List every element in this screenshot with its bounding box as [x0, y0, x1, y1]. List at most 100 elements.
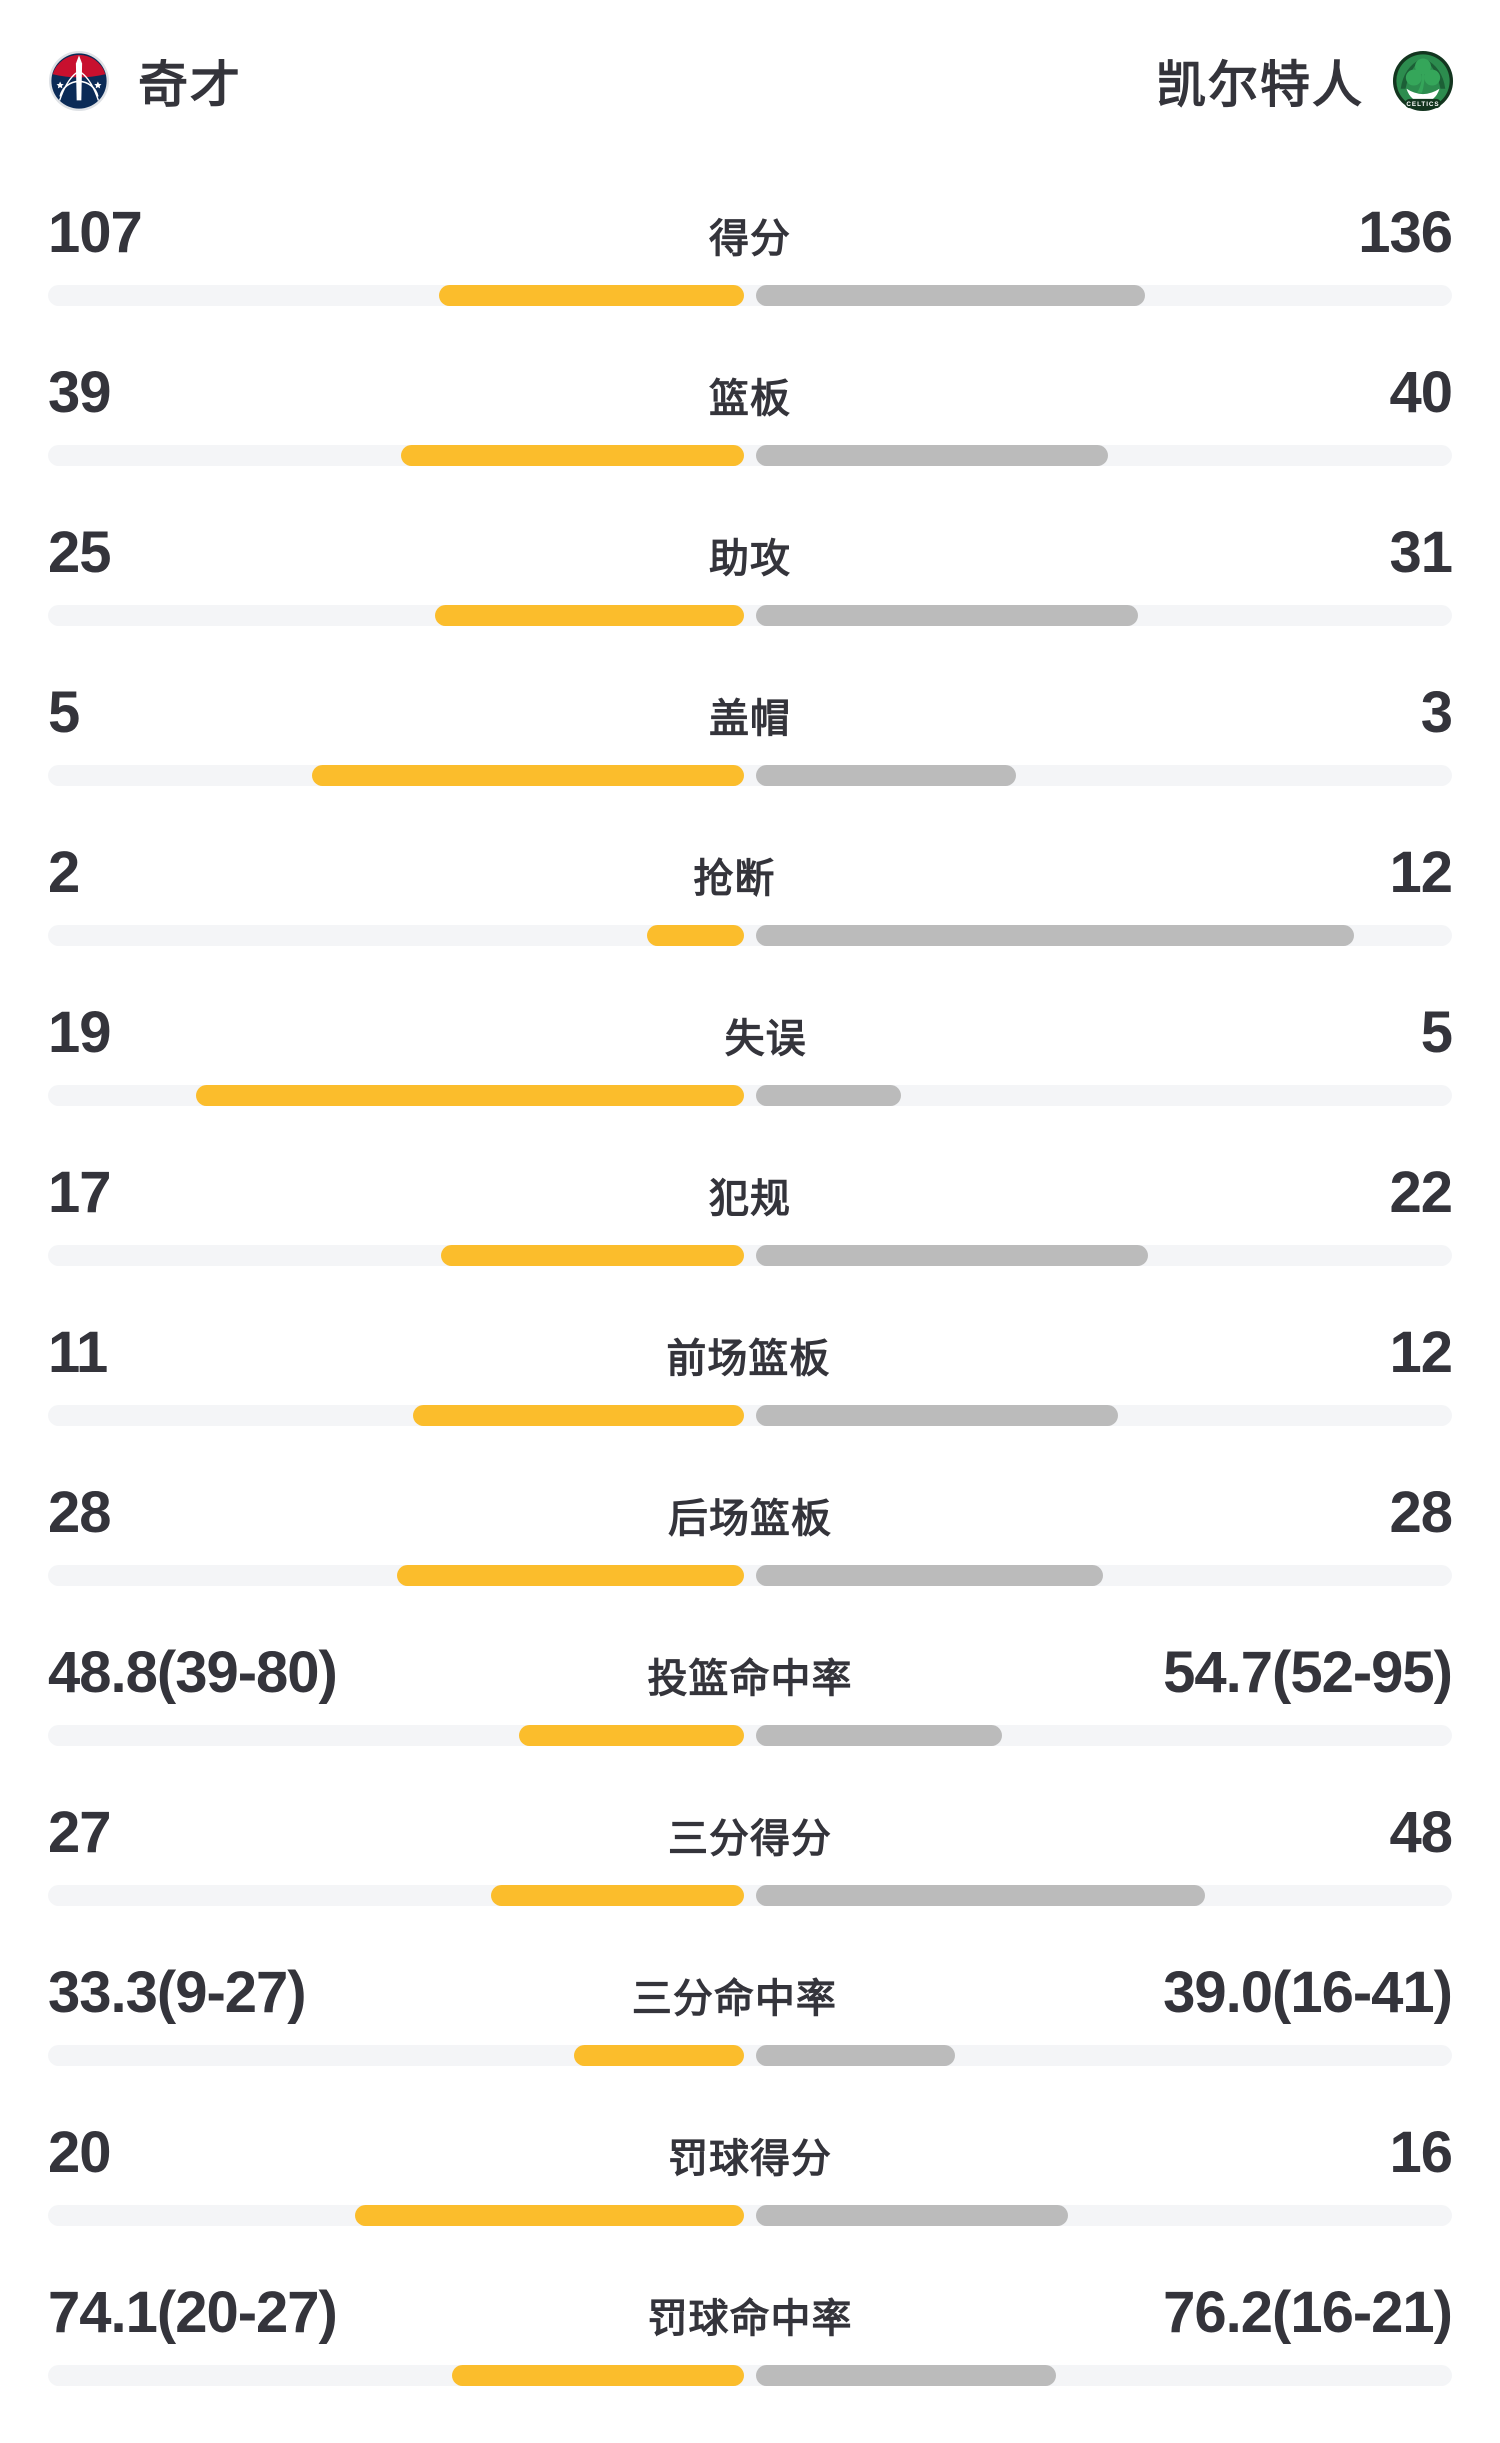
- right-team-value: 40: [1389, 360, 1453, 425]
- left-team-name: 奇才: [138, 57, 242, 113]
- right-team-bar: [756, 445, 1109, 466]
- right-team-bar: [756, 1565, 1103, 1586]
- right-team-bar: [756, 2045, 956, 2066]
- celtics-logo-icon: CELTICS: [1392, 50, 1454, 112]
- right-team-value: 48: [1389, 1800, 1453, 1865]
- left-team-bar: [519, 1725, 744, 1746]
- stat-bar-track: [48, 605, 1452, 626]
- stat-bar-track: [48, 1405, 1452, 1426]
- stat-label: 三分得分: [668, 1817, 832, 1861]
- right-team-value: 31: [1389, 520, 1453, 585]
- right-team-value: 12: [1389, 840, 1453, 905]
- right-team-value: 22: [1389, 1160, 1453, 1225]
- right-team-bar: [756, 1725, 1002, 1746]
- stat-values-line: 74.1(20-27) 罚球命中率 76.2(16-21): [48, 2280, 1453, 2349]
- right-team-value: 39.0(16-41): [1163, 1960, 1453, 2025]
- stat-values-line: 19 失误 5: [48, 1003, 1453, 1069]
- stat-bar-track: [48, 2365, 1452, 2386]
- left-team-value: 39: [48, 360, 112, 425]
- right-team-bar: [756, 605, 1138, 626]
- left-team: 奇才: [48, 45, 242, 117]
- right-team-bar: [756, 2205, 1068, 2226]
- stat-values-line: 27 三分得分 48: [48, 1800, 1453, 1869]
- stat-values-line: 107 得分 136: [48, 200, 1453, 269]
- stat-bar-track: [48, 1885, 1452, 1906]
- left-team-bar: [439, 285, 744, 306]
- right-team-bar: [756, 765, 1016, 786]
- left-team-value: 2: [48, 840, 80, 905]
- left-team-bar: [401, 445, 744, 466]
- right-team-value: 3: [1420, 680, 1453, 745]
- right-team-value: 136: [1358, 200, 1453, 265]
- stat-row: 5 盖帽 3: [48, 680, 1453, 843]
- left-team-bar: [440, 1245, 744, 1266]
- stat-row: 33.3(9-27) 三分命中率 39.0(16-41): [48, 1960, 1453, 2123]
- stat-bar-track: [48, 1245, 1452, 1266]
- stat-label: 前场篮板: [666, 1337, 831, 1381]
- stat-row: 25 助攻 31: [48, 520, 1453, 683]
- left-team-bar: [355, 2205, 744, 2226]
- stat-values-line: 39 篮板 40: [48, 360, 1453, 429]
- stat-bar-track: [48, 765, 1452, 786]
- right-team-bar: [756, 1245, 1148, 1266]
- left-team-bar: [196, 1085, 744, 1106]
- right-team-bar: [756, 925, 1355, 946]
- stat-label: 罚球命中率: [647, 2297, 853, 2341]
- stat-row: 74.1(20-27) 罚球命中率 76.2(16-21): [48, 2280, 1453, 2443]
- stat-values-line: 20 罚球得分 16: [48, 2120, 1453, 2189]
- stats-list: 107 得分 136 39 篮板 40 25 助攻 31: [0, 203, 1500, 2443]
- stat-values-line: 11 前场篮板 12: [48, 1320, 1453, 1389]
- stat-label: 犯规: [709, 1177, 791, 1221]
- stat-values-line: 33.3(9-27) 三分命中率 39.0(16-41): [48, 1960, 1453, 2029]
- stat-row: 27 三分得分 48: [48, 1800, 1453, 1963]
- left-team-value: 107: [48, 200, 143, 265]
- stat-label: 抢断: [693, 857, 776, 901]
- left-team-bar: [311, 765, 744, 786]
- right-team-value: 28: [1389, 1480, 1453, 1545]
- left-team-value: 11: [48, 1320, 108, 1385]
- stat-row: 19 失误 5: [48, 1003, 1453, 1163]
- stat-values-line: 48.8(39-80) 投篮命中率 54.7(52-95): [48, 1643, 1453, 1709]
- wizards-logo-icon: [48, 50, 110, 112]
- right-team-value: 16: [1389, 2120, 1453, 2185]
- stat-bar-track: [48, 2205, 1452, 2226]
- left-team-value: 74.1(20-27): [48, 2280, 338, 2345]
- right-team-name: 凯尔特人: [1156, 57, 1364, 113]
- left-team-bar: [435, 605, 744, 626]
- stat-row: 11 前场篮板 12: [48, 1320, 1453, 1483]
- stat-label: 得分: [709, 217, 791, 261]
- left-team-bar: [397, 1565, 744, 1586]
- stat-row: 20 罚球得分 16: [48, 2120, 1453, 2283]
- svg-text:CELTICS: CELTICS: [1406, 101, 1439, 108]
- right-team-value: 12: [1389, 1320, 1453, 1385]
- stat-bar-track: [48, 925, 1452, 946]
- stat-bar-track: [48, 445, 1452, 466]
- stat-label: 盖帽: [709, 697, 791, 741]
- stat-row: 107 得分 136: [48, 200, 1453, 363]
- right-team-bar: [756, 1885, 1206, 1906]
- stat-row: 28 后场篮板 28: [48, 1480, 1453, 1643]
- stat-label: 助攻: [709, 537, 791, 581]
- stat-row: 48.8(39-80) 投篮命中率 54.7(52-95): [48, 1643, 1453, 1803]
- right-team-value: 76.2(16-21): [1163, 2280, 1453, 2345]
- left-team-value: 27: [48, 1800, 112, 1865]
- stat-values-line: 17 犯规 22: [48, 1160, 1453, 1229]
- right-team-bar: [756, 2365, 1057, 2386]
- stat-values-line: 2 抢断 12: [48, 840, 1453, 909]
- stat-values-line: 5 盖帽 3: [48, 680, 1453, 749]
- stat-bar-track: [48, 1725, 1452, 1746]
- stat-bar-track: [48, 1565, 1452, 1586]
- left-team-bar: [574, 2045, 744, 2066]
- left-team-value: 28: [48, 1480, 112, 1545]
- left-team-value: 5: [48, 680, 80, 745]
- stat-bar-track: [48, 2045, 1452, 2066]
- stat-row: 2 抢断 12: [48, 840, 1453, 1003]
- left-team-bar: [451, 2365, 744, 2386]
- stat-label: 失误: [724, 1017, 807, 1061]
- left-team-bar: [491, 1885, 744, 1906]
- left-team-bar: [412, 1405, 744, 1426]
- stat-label: 投篮命中率: [647, 1657, 853, 1701]
- stat-values-line: 28 后场篮板 28: [48, 1480, 1453, 1549]
- stat-row: 17 犯规 22: [48, 1160, 1453, 1323]
- stat-bar-track: [48, 1085, 1452, 1106]
